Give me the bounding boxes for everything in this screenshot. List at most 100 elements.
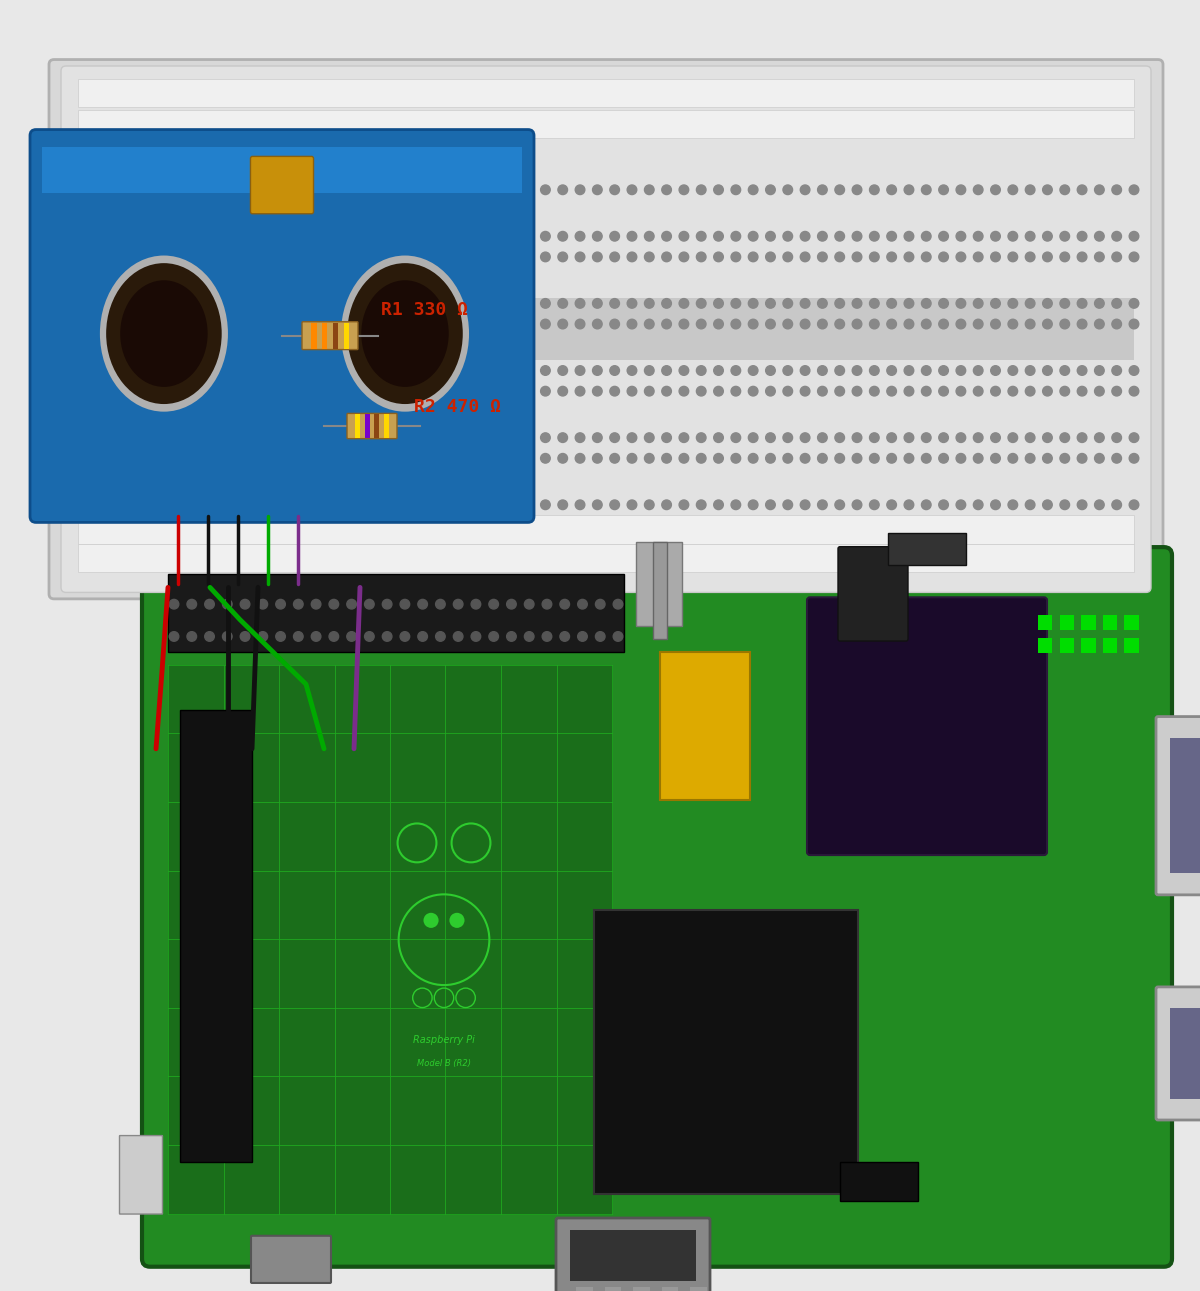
Circle shape (541, 298, 551, 309)
Circle shape (1043, 365, 1052, 376)
Circle shape (870, 298, 880, 309)
Circle shape (1094, 453, 1104, 463)
Circle shape (1043, 319, 1052, 329)
Circle shape (835, 500, 845, 510)
Circle shape (1060, 432, 1069, 443)
Circle shape (800, 453, 810, 463)
Circle shape (766, 500, 775, 510)
FancyBboxPatch shape (61, 66, 1151, 593)
Circle shape (870, 185, 880, 195)
Circle shape (610, 432, 619, 443)
Circle shape (472, 365, 481, 376)
Circle shape (852, 231, 862, 241)
Circle shape (558, 453, 568, 463)
Circle shape (400, 631, 409, 642)
Circle shape (108, 185, 118, 195)
Circle shape (679, 319, 689, 329)
Circle shape (1043, 231, 1052, 241)
Circle shape (1112, 500, 1122, 510)
Circle shape (575, 453, 584, 463)
Circle shape (316, 365, 325, 376)
Circle shape (575, 319, 584, 329)
Circle shape (418, 599, 427, 609)
Circle shape (714, 185, 724, 195)
Circle shape (782, 500, 792, 510)
Circle shape (644, 453, 654, 463)
Circle shape (73, 365, 83, 376)
Circle shape (506, 298, 516, 309)
Bar (78, 544, 1134, 572)
Circle shape (800, 500, 810, 510)
FancyBboxPatch shape (808, 598, 1048, 855)
Circle shape (143, 500, 152, 510)
Circle shape (222, 631, 232, 642)
Circle shape (749, 252, 758, 262)
Circle shape (73, 319, 83, 329)
Circle shape (661, 319, 671, 329)
Circle shape (679, 365, 689, 376)
Circle shape (595, 631, 605, 642)
Circle shape (887, 500, 896, 510)
Circle shape (593, 231, 602, 241)
Circle shape (488, 231, 498, 241)
Circle shape (506, 432, 516, 443)
Circle shape (332, 500, 342, 510)
Circle shape (852, 298, 862, 309)
Circle shape (696, 185, 706, 195)
Circle shape (800, 365, 810, 376)
Bar (1060, 638, 1074, 653)
Circle shape (714, 453, 724, 463)
Circle shape (1008, 432, 1018, 443)
Circle shape (258, 599, 268, 609)
Circle shape (108, 319, 118, 329)
Circle shape (420, 500, 430, 510)
Circle shape (402, 500, 412, 510)
Circle shape (211, 365, 221, 376)
Circle shape (350, 432, 360, 443)
Circle shape (800, 386, 810, 396)
Circle shape (956, 231, 966, 241)
Circle shape (316, 252, 325, 262)
Circle shape (160, 432, 169, 443)
Bar (1170, 1008, 1200, 1099)
Circle shape (367, 252, 377, 262)
Circle shape (1060, 453, 1069, 463)
Bar (78, 79, 1134, 107)
Circle shape (367, 365, 377, 376)
Circle shape (1078, 453, 1087, 463)
Circle shape (523, 365, 533, 376)
Circle shape (365, 599, 374, 609)
Circle shape (1129, 298, 1139, 309)
Bar (1124, 638, 1139, 653)
Bar (42, 147, 522, 192)
Circle shape (402, 319, 412, 329)
Circle shape (160, 252, 169, 262)
Circle shape (782, 432, 792, 443)
Circle shape (973, 231, 983, 241)
Circle shape (90, 432, 100, 443)
Circle shape (437, 500, 446, 510)
FancyBboxPatch shape (556, 1217, 710, 1291)
Circle shape (276, 599, 286, 609)
Circle shape (178, 185, 187, 195)
Circle shape (367, 231, 377, 241)
Circle shape (870, 231, 880, 241)
Circle shape (194, 453, 204, 463)
Circle shape (1060, 386, 1069, 396)
Circle shape (973, 298, 983, 309)
Bar (1170, 738, 1200, 874)
Circle shape (1043, 386, 1052, 396)
Circle shape (577, 599, 587, 609)
Circle shape (610, 365, 619, 376)
Circle shape (454, 365, 463, 376)
Circle shape (211, 432, 221, 443)
Circle shape (714, 500, 724, 510)
Circle shape (575, 252, 584, 262)
Circle shape (523, 231, 533, 241)
Circle shape (1078, 185, 1087, 195)
Circle shape (523, 453, 533, 463)
Circle shape (782, 252, 792, 262)
Circle shape (246, 432, 256, 443)
Circle shape (852, 500, 862, 510)
Circle shape (782, 185, 792, 195)
